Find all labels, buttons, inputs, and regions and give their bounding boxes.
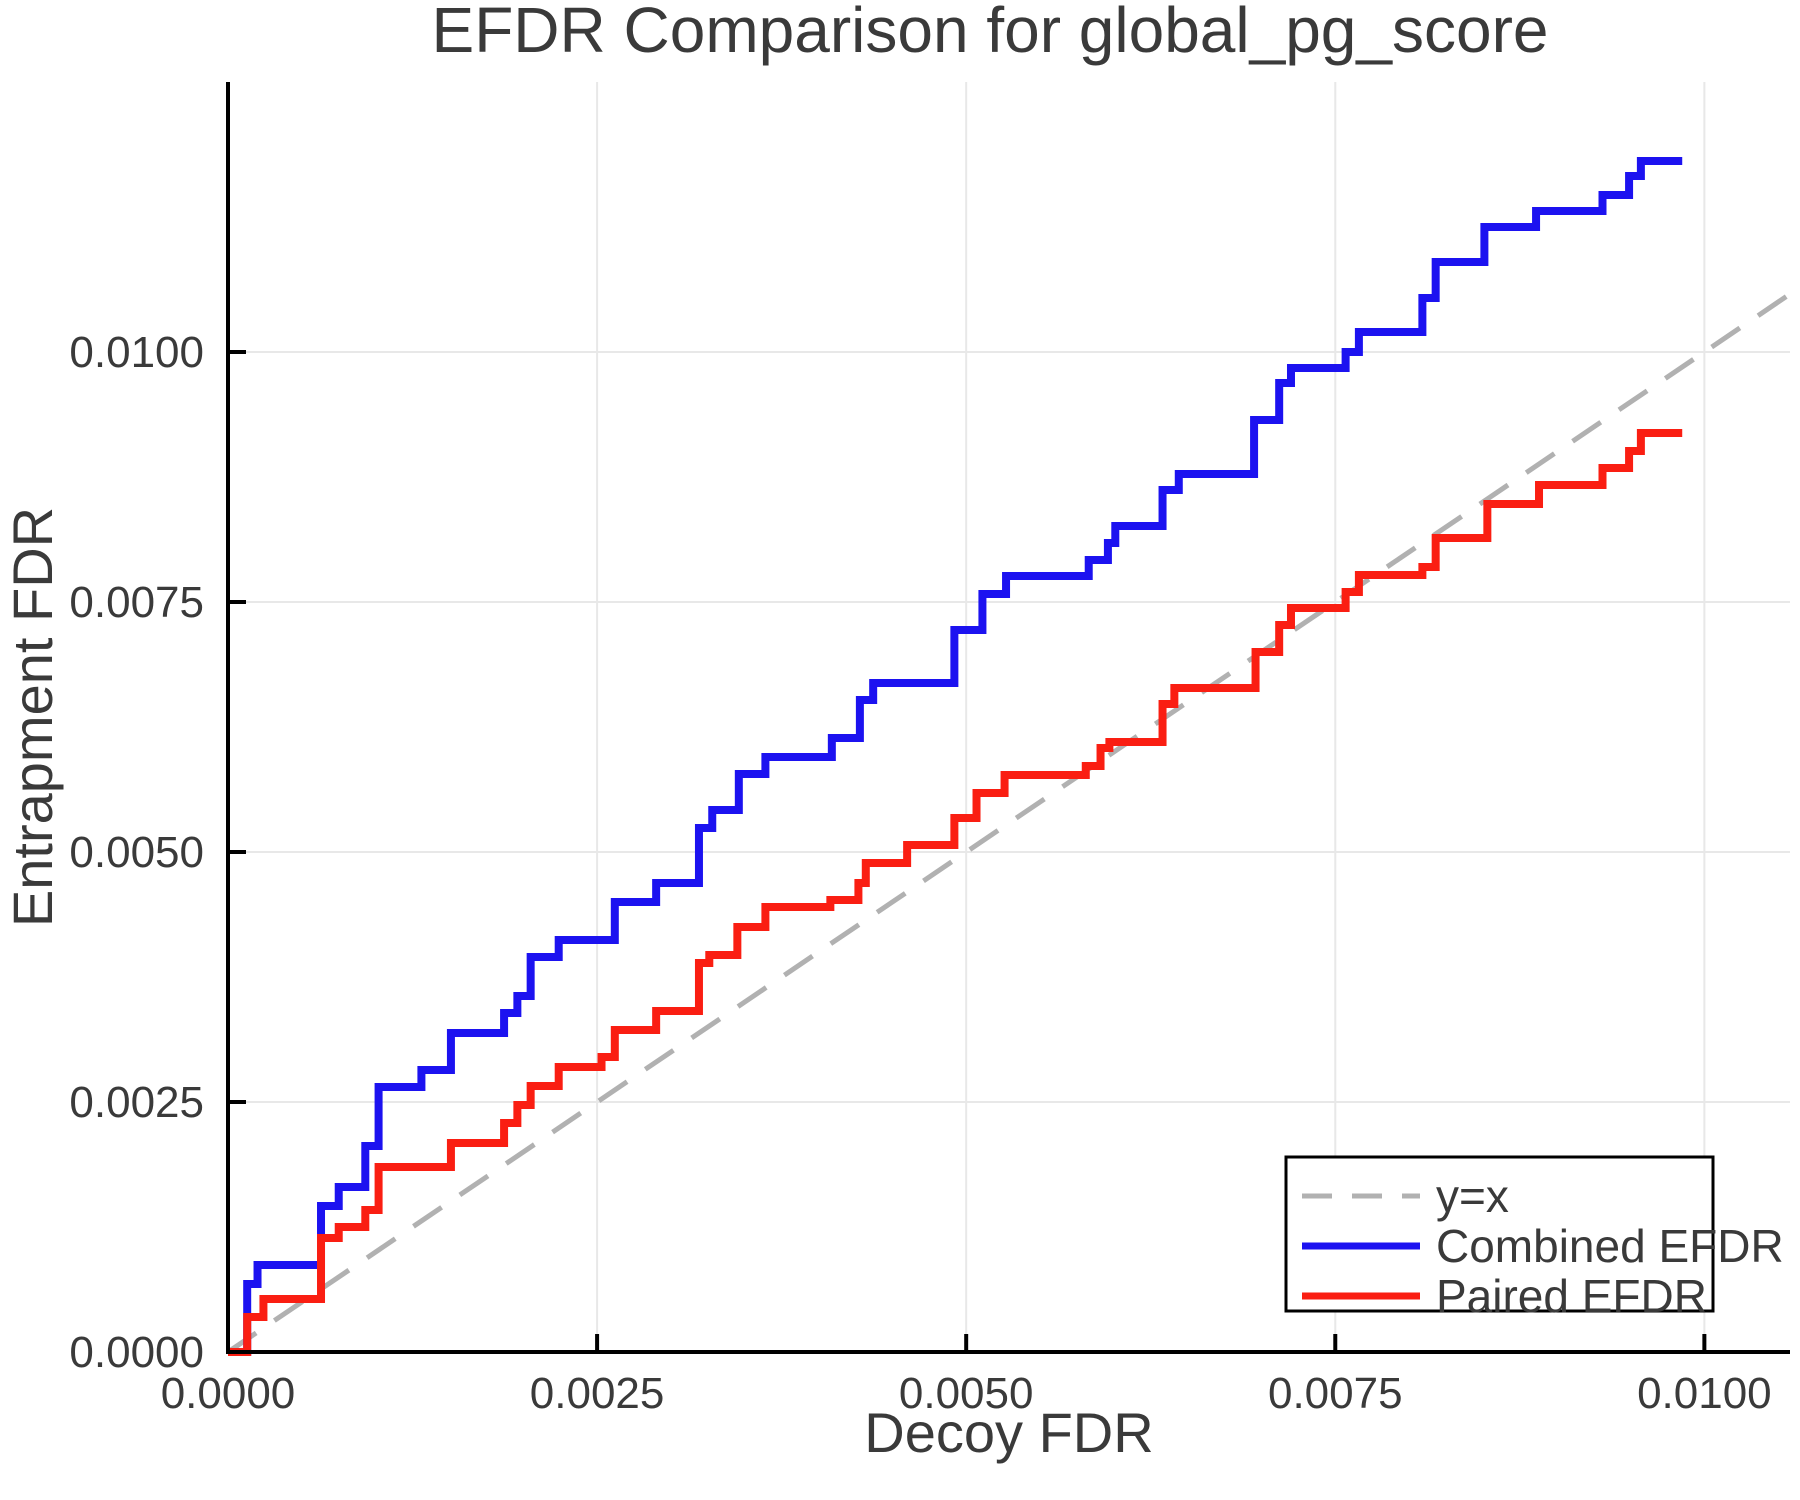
y-tick-label: 0.0050 [69,828,204,877]
y-tick-label: 0.0100 [69,328,204,377]
tick-labels: 0.0000 0.0025 0.0050 0.0075 0.0100 0.0000 0.00… [69,328,1771,1418]
y-tick-label: 0.0025 [69,1078,204,1127]
x-tick-label: 0.0025 [530,1369,665,1418]
x-tick-label: 0.0050 [899,1369,1034,1418]
y-axis-label: Entrapment FDR [1,507,64,927]
paired-efdr-line [228,429,1683,1356]
legend-box [1284,1155,1715,1313]
legend-label-identity: y=x [1436,1170,1509,1222]
x-axis-label: Decoy FDR [864,1401,1153,1464]
legend: y=x Combined EFDR Paired EFDR [1284,1155,1784,1322]
x-tick-label: 0.0075 [1268,1369,1403,1418]
y-tick-label: 0.0075 [69,578,204,627]
legend-label-combined: Combined EFDR [1436,1220,1784,1272]
legend-label-paired: Paired EFDR [1436,1270,1707,1322]
x-tick-label: 0.0100 [1637,1369,1772,1418]
axis-spines [226,82,1790,1354]
combined-efdr-line [228,157,1683,1356]
identity-reference-line [226,291,1792,1355]
y-tick-label: 0.0000 [69,1328,204,1377]
x-tick-label: 0.0000 [161,1369,296,1418]
chart-title: EFDR Comparison for global_pg_score [432,0,1549,66]
